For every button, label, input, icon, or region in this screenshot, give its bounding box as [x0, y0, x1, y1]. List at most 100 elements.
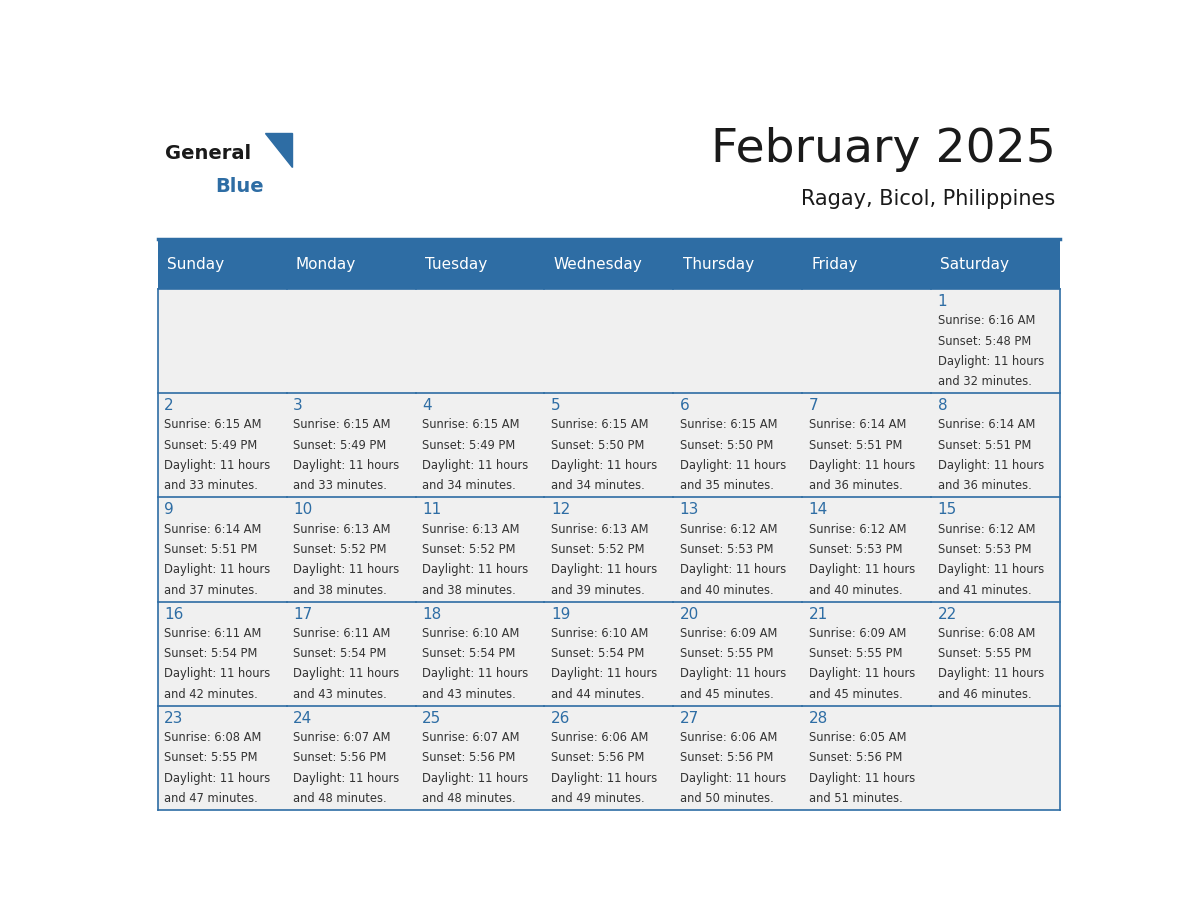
Text: Sunset: 5:49 PM: Sunset: 5:49 PM: [164, 439, 258, 452]
Text: Daylight: 11 hours: Daylight: 11 hours: [422, 667, 529, 680]
Text: and 45 minutes.: and 45 minutes.: [809, 688, 903, 700]
Text: Sunrise: 6:08 AM: Sunrise: 6:08 AM: [937, 627, 1035, 640]
Text: 6: 6: [680, 398, 689, 413]
Text: Daylight: 11 hours: Daylight: 11 hours: [422, 459, 529, 472]
Text: Daylight: 11 hours: Daylight: 11 hours: [164, 667, 271, 680]
Text: Sunrise: 6:05 AM: Sunrise: 6:05 AM: [809, 731, 906, 744]
Text: Sunrise: 6:10 AM: Sunrise: 6:10 AM: [551, 627, 649, 640]
Text: Sunrise: 6:10 AM: Sunrise: 6:10 AM: [422, 627, 519, 640]
Text: Sunset: 5:53 PM: Sunset: 5:53 PM: [937, 543, 1031, 556]
Text: 22: 22: [937, 607, 956, 621]
Text: Sunrise: 6:07 AM: Sunrise: 6:07 AM: [422, 731, 519, 744]
Bar: [544, 393, 674, 498]
Text: and 41 minutes.: and 41 minutes.: [937, 584, 1031, 597]
Bar: [802, 498, 931, 601]
Text: Sunset: 5:51 PM: Sunset: 5:51 PM: [937, 439, 1031, 452]
Text: 7: 7: [809, 398, 819, 413]
Bar: [158, 601, 286, 706]
Bar: [416, 601, 544, 706]
Text: Daylight: 11 hours: Daylight: 11 hours: [293, 459, 399, 472]
Text: Daylight: 11 hours: Daylight: 11 hours: [680, 564, 786, 577]
Bar: [544, 601, 674, 706]
Bar: [802, 393, 931, 498]
Text: Tuesday: Tuesday: [425, 257, 487, 273]
Text: and 44 minutes.: and 44 minutes.: [551, 688, 644, 700]
Text: 26: 26: [551, 711, 570, 726]
Text: Sunrise: 6:06 AM: Sunrise: 6:06 AM: [551, 731, 649, 744]
Text: Sunset: 5:54 PM: Sunset: 5:54 PM: [164, 647, 258, 660]
Text: Monday: Monday: [296, 257, 356, 273]
Text: Sunrise: 6:13 AM: Sunrise: 6:13 AM: [551, 522, 649, 535]
Text: General: General: [165, 144, 251, 163]
Text: and 40 minutes.: and 40 minutes.: [680, 584, 773, 597]
Bar: [286, 601, 416, 706]
Text: and 47 minutes.: and 47 minutes.: [164, 792, 258, 805]
Text: Ragay, Bicol, Philippines: Ragay, Bicol, Philippines: [801, 188, 1055, 208]
Text: and 36 minutes.: and 36 minutes.: [809, 479, 903, 492]
Text: Daylight: 11 hours: Daylight: 11 hours: [937, 667, 1044, 680]
Text: 27: 27: [680, 711, 699, 726]
Bar: [416, 706, 544, 810]
Text: Sunset: 5:56 PM: Sunset: 5:56 PM: [680, 751, 773, 765]
Text: Daylight: 11 hours: Daylight: 11 hours: [680, 459, 786, 472]
Text: 12: 12: [551, 502, 570, 518]
Bar: [674, 393, 802, 498]
Text: 17: 17: [293, 607, 312, 621]
Bar: [286, 706, 416, 810]
Text: Sunset: 5:53 PM: Sunset: 5:53 PM: [680, 543, 773, 556]
Text: Sunrise: 6:15 AM: Sunrise: 6:15 AM: [422, 419, 519, 431]
Text: Sunrise: 6:14 AM: Sunrise: 6:14 AM: [937, 419, 1035, 431]
Text: Blue: Blue: [216, 177, 265, 196]
Text: 1: 1: [937, 294, 947, 309]
Text: Sunrise: 6:12 AM: Sunrise: 6:12 AM: [809, 522, 906, 535]
Text: 23: 23: [164, 711, 183, 726]
Text: Daylight: 11 hours: Daylight: 11 hours: [293, 772, 399, 785]
Text: Daylight: 11 hours: Daylight: 11 hours: [164, 772, 271, 785]
Text: Daylight: 11 hours: Daylight: 11 hours: [164, 564, 271, 577]
Text: Daylight: 11 hours: Daylight: 11 hours: [551, 564, 657, 577]
Text: Sunset: 5:55 PM: Sunset: 5:55 PM: [164, 751, 258, 765]
Text: Sunset: 5:52 PM: Sunset: 5:52 PM: [422, 543, 516, 556]
Text: Daylight: 11 hours: Daylight: 11 hours: [937, 355, 1044, 368]
Text: Sunrise: 6:14 AM: Sunrise: 6:14 AM: [809, 419, 906, 431]
Text: and 48 minutes.: and 48 minutes.: [422, 792, 516, 805]
Text: and 34 minutes.: and 34 minutes.: [551, 479, 645, 492]
Text: 11: 11: [422, 502, 441, 518]
Text: and 33 minutes.: and 33 minutes.: [164, 479, 258, 492]
Text: 4: 4: [422, 398, 431, 413]
Text: and 33 minutes.: and 33 minutes.: [293, 479, 387, 492]
Text: Daylight: 11 hours: Daylight: 11 hours: [293, 667, 399, 680]
Text: 13: 13: [680, 502, 699, 518]
Text: Sunrise: 6:13 AM: Sunrise: 6:13 AM: [293, 522, 391, 535]
Text: Sunrise: 6:11 AM: Sunrise: 6:11 AM: [293, 627, 391, 640]
Text: and 46 minutes.: and 46 minutes.: [937, 688, 1031, 700]
Text: Daylight: 11 hours: Daylight: 11 hours: [422, 772, 529, 785]
Bar: [286, 393, 416, 498]
Bar: [416, 289, 544, 393]
Text: Daylight: 11 hours: Daylight: 11 hours: [809, 564, 915, 577]
Text: and 37 minutes.: and 37 minutes.: [164, 584, 258, 597]
Text: Wednesday: Wednesday: [554, 257, 643, 273]
Text: Thursday: Thursday: [682, 257, 753, 273]
Text: and 43 minutes.: and 43 minutes.: [293, 688, 387, 700]
Text: 2: 2: [164, 398, 173, 413]
Text: 10: 10: [293, 502, 312, 518]
Text: Daylight: 11 hours: Daylight: 11 hours: [937, 459, 1044, 472]
Bar: [158, 706, 286, 810]
Bar: [158, 393, 286, 498]
Text: Daylight: 11 hours: Daylight: 11 hours: [551, 772, 657, 785]
Text: Sunrise: 6:09 AM: Sunrise: 6:09 AM: [680, 627, 777, 640]
Polygon shape: [265, 133, 292, 167]
Text: Sunset: 5:49 PM: Sunset: 5:49 PM: [293, 439, 386, 452]
Bar: [544, 289, 674, 393]
Text: Sunset: 5:51 PM: Sunset: 5:51 PM: [164, 543, 258, 556]
Text: Sunset: 5:54 PM: Sunset: 5:54 PM: [422, 647, 516, 660]
Bar: [286, 498, 416, 601]
Text: Sunday: Sunday: [166, 257, 225, 273]
Text: Daylight: 11 hours: Daylight: 11 hours: [680, 667, 786, 680]
Bar: [416, 498, 544, 601]
Text: Daylight: 11 hours: Daylight: 11 hours: [809, 667, 915, 680]
Text: February 2025: February 2025: [710, 127, 1055, 172]
Text: 18: 18: [422, 607, 441, 621]
Text: Sunset: 5:50 PM: Sunset: 5:50 PM: [551, 439, 644, 452]
